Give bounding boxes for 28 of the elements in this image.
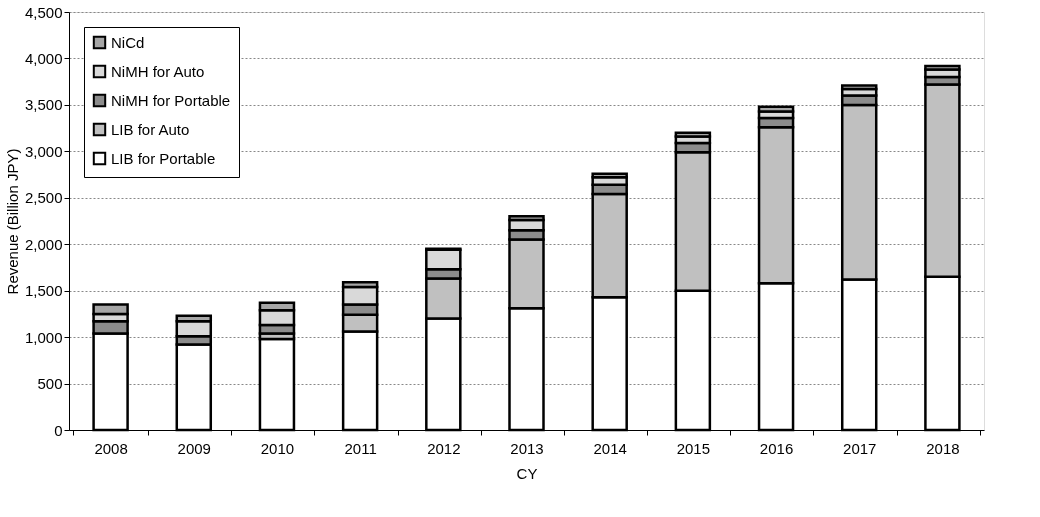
y-tick-label: 3,500	[24, 96, 63, 114]
legend-label: LIB for Auto	[111, 120, 190, 138]
x-axis-title: CY	[516, 464, 538, 482]
legend-label: NiMH for Portable	[111, 91, 231, 109]
legend-label: NiCd	[111, 33, 145, 51]
x-tick-label: 2008	[94, 439, 128, 457]
x-tick-label: 2016	[759, 439, 794, 457]
x-tick-label: 2011	[344, 439, 377, 457]
legend-label: LIB for Portable	[111, 149, 216, 167]
y-tick-label: 2,500	[24, 189, 63, 207]
x-tick-label: 2012	[427, 439, 461, 457]
x-tick-label: 2009	[177, 439, 211, 457]
x-tick-label: 2014	[593, 439, 627, 457]
y-tick-label: 1,500	[24, 282, 63, 300]
x-tick-label: 2017	[843, 439, 877, 457]
x-tick-label: 2013	[510, 439, 544, 457]
y-tick-label: 4,000	[24, 49, 63, 67]
x-tick-label: 2015	[676, 439, 711, 457]
y-tick-label: 2,000	[24, 235, 63, 253]
y-tick-label: 0	[54, 421, 63, 439]
y-tick-label: 500	[37, 375, 63, 393]
y-tick-label: 1,000	[24, 328, 63, 346]
y-axis-title: Revenue (Billion JPY)	[3, 148, 21, 295]
y-tick-label: 3,000	[24, 142, 63, 160]
x-tick-label: 2010	[260, 439, 295, 457]
legend-label: NiMH for Auto	[111, 62, 205, 80]
y-tick-label: 4,500	[24, 3, 63, 21]
x-tick-label: 2018	[926, 439, 960, 457]
